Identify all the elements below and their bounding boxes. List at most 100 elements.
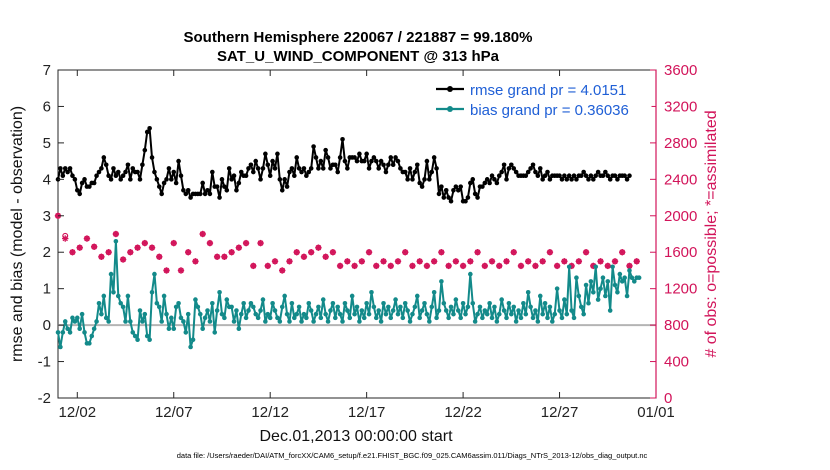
rmse-point <box>79 180 85 186</box>
rmse-point <box>337 155 343 160</box>
bias-point <box>178 315 184 321</box>
bias-point <box>629 275 635 281</box>
obs-assimilated-marker <box>467 258 474 265</box>
obs-assimilated-stroke <box>199 231 206 237</box>
rmse-point <box>325 155 331 160</box>
obs-assimilated-marker <box>293 249 300 256</box>
obs-assimilated-marker <box>300 253 308 260</box>
rmse-point <box>277 177 283 182</box>
obs-assimilated-marker <box>221 253 228 260</box>
rmse-point <box>352 155 357 160</box>
rmse-point <box>595 169 601 175</box>
rmse-point <box>537 166 543 171</box>
bias-point <box>395 311 401 317</box>
rmse-point <box>472 191 478 197</box>
rmse-point <box>557 173 562 178</box>
bias-point <box>289 300 295 306</box>
bias-point <box>569 308 574 313</box>
rmse-point <box>263 151 268 157</box>
obs-markers-layer <box>54 212 640 274</box>
rmse-point <box>369 158 374 164</box>
bias-point <box>480 315 485 321</box>
obs-assimilated-stroke <box>539 258 546 265</box>
obs-assimilated-marker <box>387 262 394 270</box>
y-tick-label-left: 3 <box>43 208 51 225</box>
obs-assimilated-stroke <box>445 263 452 269</box>
legend-box <box>428 76 652 120</box>
obs-assimilated-marker <box>199 230 206 238</box>
rmse-point <box>101 155 107 160</box>
rmse-point <box>316 166 321 171</box>
rmse-point <box>253 158 259 164</box>
chart-title-line2: SAT_U_WIND_COMPONENT @ 313 hPa <box>217 48 500 65</box>
bias-point <box>361 315 367 321</box>
obs-assimilated-stroke <box>77 244 83 251</box>
obs-assimilated-marker <box>279 267 286 274</box>
obs-assimilated-stroke <box>214 254 220 260</box>
bias-point <box>111 290 116 295</box>
obs-assimilated-marker <box>358 258 366 265</box>
rmse-point <box>424 158 430 164</box>
obs-assimilated-marker <box>423 262 431 270</box>
bias-point <box>258 308 263 313</box>
bias-point <box>402 300 408 306</box>
bias-point <box>610 264 615 270</box>
bias-point <box>255 315 261 321</box>
rmse-point <box>149 155 155 160</box>
bias-point <box>542 300 548 306</box>
bias-point <box>591 290 596 295</box>
rmse-point <box>487 180 492 186</box>
obs-assimilated-stroke <box>597 258 604 265</box>
rmse-point <box>405 177 410 182</box>
bias-point <box>205 308 210 313</box>
obs-assimilated-stroke <box>134 244 141 251</box>
bias-point <box>540 311 545 317</box>
obs-assimilated-stroke <box>84 235 90 242</box>
bias-point <box>311 319 316 324</box>
bias-point <box>470 300 476 306</box>
obs-assimilated-stroke <box>373 263 379 269</box>
bias-point <box>229 304 234 310</box>
rmse-point <box>386 162 391 168</box>
rmse-point <box>624 177 630 182</box>
x-tick-label: 12/27 <box>541 404 579 421</box>
bias-point <box>251 304 256 310</box>
bias-point <box>304 315 309 321</box>
bias-point <box>195 304 201 310</box>
bias-point <box>545 315 550 321</box>
rmse-point <box>342 158 348 164</box>
obs-assimilated-marker <box>105 249 112 256</box>
rmse-point <box>492 177 497 182</box>
obs-assimilated-marker <box>496 262 503 270</box>
series-layer <box>55 126 642 350</box>
obs-assimilated-marker <box>575 258 583 265</box>
obs-assimilated-marker <box>597 258 604 265</box>
bias-point <box>164 311 169 317</box>
bias-point <box>373 315 379 321</box>
bias-point <box>455 308 461 313</box>
y-tick-label-right: 3200 <box>664 98 697 115</box>
legend: rmse grand pr = 4.0151 bias grand pr = 0… <box>428 76 652 120</box>
bias-point <box>436 308 442 313</box>
bias-point <box>419 308 425 313</box>
bias-point <box>241 300 246 306</box>
bias-point <box>586 300 591 306</box>
rmse-point <box>323 147 328 153</box>
obs-assimilated-marker <box>62 235 69 242</box>
obs-assimilated-stroke <box>424 263 430 269</box>
y-axis-label-left: rmse and bias (model - observation) <box>9 106 26 362</box>
obs-assimilated-stroke <box>221 254 228 260</box>
rmse-point <box>605 173 611 178</box>
bias-point <box>260 297 266 302</box>
rmse-point <box>171 169 177 175</box>
obs-assimilated-stroke <box>431 258 437 265</box>
bias-point <box>388 315 394 321</box>
obs-assimilated-marker <box>112 230 120 238</box>
bias-point <box>135 337 140 342</box>
bias-point <box>217 290 222 295</box>
obs-assimilated-stroke <box>366 249 372 255</box>
bias-point <box>161 293 167 299</box>
rmse-point <box>152 169 157 175</box>
bias-point <box>60 330 66 335</box>
bias-point <box>566 264 572 270</box>
